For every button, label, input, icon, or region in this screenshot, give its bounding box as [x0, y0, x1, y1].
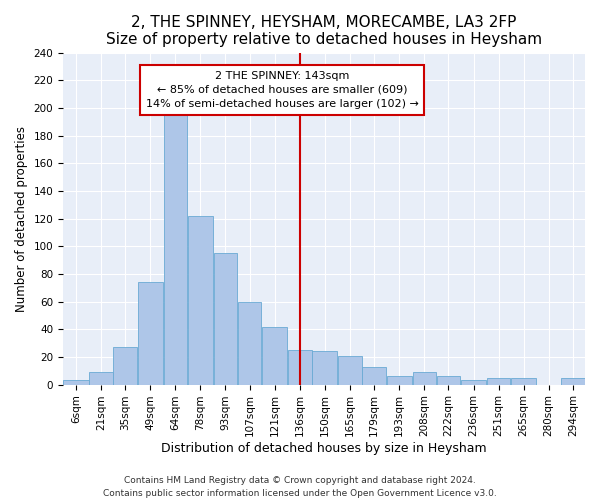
X-axis label: Distribution of detached houses by size in Heysham: Distribution of detached houses by size …	[161, 442, 487, 455]
Title: 2, THE SPINNEY, HEYSHAM, MORECAMBE, LA3 2FP
Size of property relative to detache: 2, THE SPINNEY, HEYSHAM, MORECAMBE, LA3 …	[106, 15, 542, 48]
Text: Contains HM Land Registry data © Crown copyright and database right 2024.
Contai: Contains HM Land Registry data © Crown c…	[103, 476, 497, 498]
Bar	[511, 378, 536, 384]
Bar	[64, 380, 89, 384]
Bar	[413, 372, 436, 384]
Bar	[113, 348, 137, 385]
Bar	[137, 282, 163, 384]
Bar	[338, 356, 362, 384]
Bar	[312, 352, 337, 384]
Bar	[437, 376, 460, 384]
Bar	[214, 253, 237, 384]
Text: 2 THE SPINNEY: 143sqm
← 85% of detached houses are smaller (609)
14% of semi-det: 2 THE SPINNEY: 143sqm ← 85% of detached …	[146, 71, 419, 109]
Bar	[238, 302, 262, 384]
Bar	[362, 366, 386, 384]
Bar	[288, 350, 311, 384]
Bar	[188, 216, 213, 384]
Bar	[89, 372, 113, 384]
Bar	[487, 378, 511, 384]
Bar	[164, 110, 187, 384]
Bar	[561, 378, 584, 384]
Y-axis label: Number of detached properties: Number of detached properties	[15, 126, 28, 312]
Bar	[461, 380, 486, 384]
Bar	[262, 326, 287, 384]
Bar	[386, 376, 412, 384]
